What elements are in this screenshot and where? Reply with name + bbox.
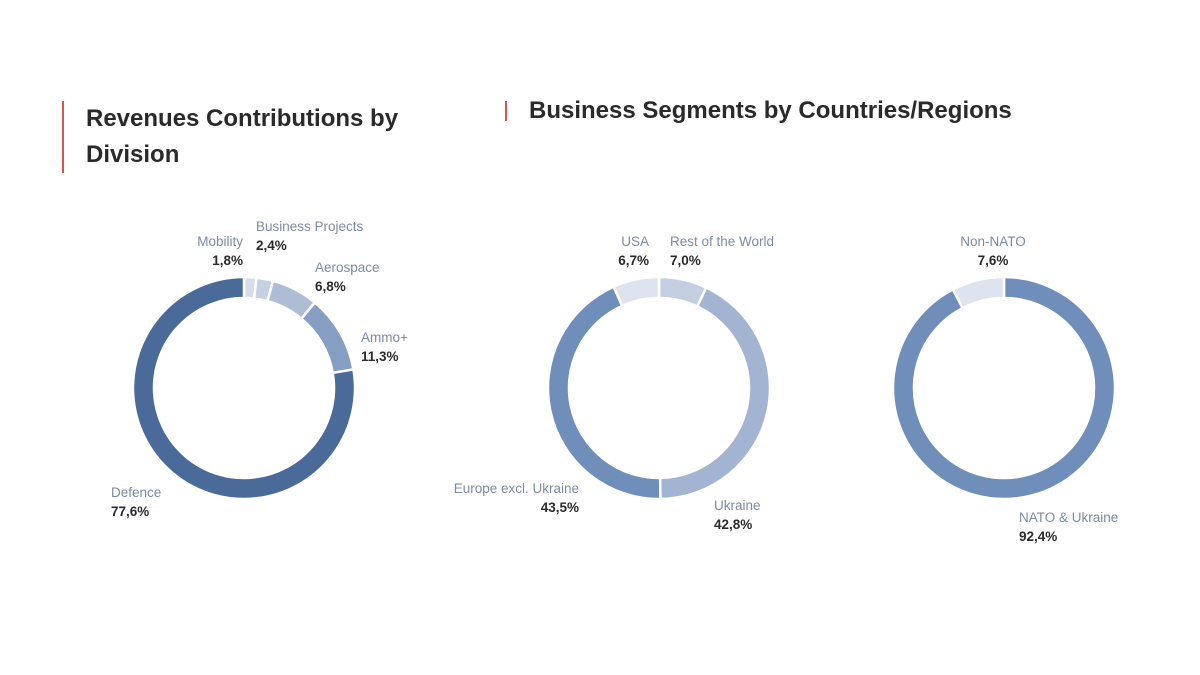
nato-ukraine-value: 92,4% <box>1019 529 1057 544</box>
slice-ammo <box>299 300 355 375</box>
regions-donut <box>546 275 772 501</box>
slice-non-nato <box>951 275 1006 310</box>
usa-label: USA <box>621 234 649 249</box>
europe-label: Europe excl. Ukraine <box>454 481 579 496</box>
usa-value: 6,7% <box>618 253 649 268</box>
slice-europe-excl-ukraine <box>546 285 662 501</box>
defence-label: Defence <box>111 485 161 500</box>
nato-donut <box>891 275 1117 501</box>
non-nato-label: Non-NATO <box>960 234 1026 249</box>
ammo-label: Ammo+ <box>361 330 408 345</box>
aerospace-label: Aerospace <box>315 260 380 275</box>
nato-ukraine-label: NATO & Ukraine <box>1019 510 1118 525</box>
non-nato-value: 7,6% <box>978 253 1009 268</box>
ukraine-value: 42,8% <box>714 517 752 532</box>
slice-usa <box>611 275 661 308</box>
business-projects-label: Business Projects <box>256 219 364 234</box>
mobility-label: Mobility <box>197 234 243 249</box>
rest-of-world-label: Rest of the World <box>670 234 774 249</box>
rest-of-world-value: 7,0% <box>670 253 701 268</box>
europe-value: 43,5% <box>541 500 579 515</box>
segments-chart-title: Business Segments by Countries/Regions <box>505 99 1012 123</box>
division-donut <box>131 275 357 501</box>
defence-value: 77,6% <box>111 504 149 519</box>
business-projects-value: 2,4% <box>256 238 287 253</box>
ukraine-label: Ukraine <box>714 498 761 513</box>
ammo-value: 11,3% <box>361 349 399 364</box>
mobility-value: 1,8% <box>212 253 243 268</box>
slice-defence <box>131 275 357 501</box>
slice-ukraine <box>658 285 772 501</box>
slice-nato-ukraine <box>891 275 1117 501</box>
revenues-chart-title: Revenues Contributions by Division <box>62 101 416 173</box>
aerospace-value: 6,8% <box>315 279 346 294</box>
